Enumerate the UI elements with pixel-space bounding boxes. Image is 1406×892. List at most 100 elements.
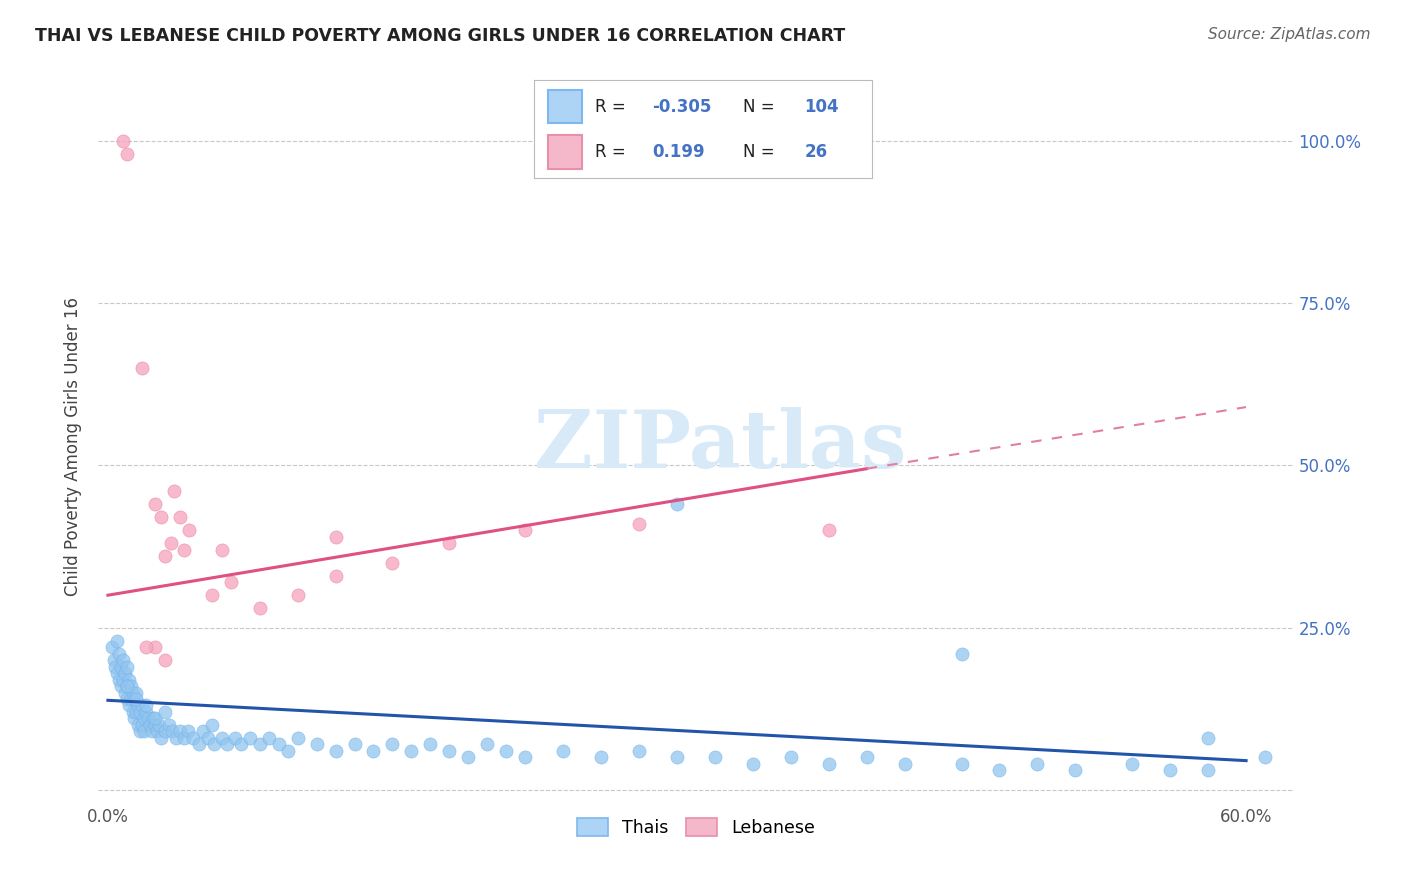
Point <box>267 738 290 752</box>
Point <box>115 692 138 706</box>
Point <box>142 711 165 725</box>
Point <box>173 542 195 557</box>
Point <box>136 711 159 725</box>
Point <box>239 731 262 745</box>
Point <box>115 679 138 693</box>
Point <box>110 659 132 673</box>
Point <box>159 536 181 550</box>
Point <box>211 731 233 745</box>
Point <box>229 738 252 752</box>
Point <box>169 510 191 524</box>
Point <box>741 756 763 771</box>
Point <box>138 718 160 732</box>
Point <box>1121 756 1143 771</box>
Point <box>257 731 280 745</box>
Point <box>628 516 651 531</box>
Point <box>112 673 135 687</box>
Point <box>277 744 299 758</box>
Point <box>343 738 366 752</box>
Text: 26: 26 <box>804 143 827 161</box>
Point <box>855 750 877 764</box>
Point <box>1197 764 1219 778</box>
Text: N =: N = <box>744 143 780 161</box>
Point <box>201 718 224 732</box>
Point <box>125 685 148 699</box>
Point <box>135 705 157 719</box>
Point <box>112 653 135 667</box>
Point <box>135 698 157 713</box>
Point <box>104 659 127 673</box>
Point <box>439 744 461 758</box>
Point <box>1254 750 1277 764</box>
Point <box>120 692 142 706</box>
Point <box>124 692 146 706</box>
Point <box>115 679 138 693</box>
Point <box>135 640 157 654</box>
Point <box>249 601 271 615</box>
Point <box>988 764 1011 778</box>
Point <box>129 724 152 739</box>
Point <box>131 718 153 732</box>
Point <box>950 647 973 661</box>
Point <box>666 750 689 764</box>
Point <box>141 724 163 739</box>
Point <box>173 731 195 745</box>
Point <box>179 524 201 538</box>
Point <box>118 698 141 713</box>
Point <box>127 698 149 713</box>
Point <box>153 705 176 719</box>
Point <box>1159 764 1181 778</box>
Point <box>779 750 801 764</box>
Point <box>457 750 479 764</box>
Point <box>217 738 239 752</box>
FancyBboxPatch shape <box>548 136 582 169</box>
Point <box>197 731 219 745</box>
Point <box>325 530 347 544</box>
Point <box>146 724 169 739</box>
Point <box>105 666 128 681</box>
Point <box>628 744 651 758</box>
Point <box>153 724 176 739</box>
Text: THAI VS LEBANESE CHILD POVERTY AMONG GIRLS UNDER 16 CORRELATION CHART: THAI VS LEBANESE CHILD POVERTY AMONG GIR… <box>35 27 845 45</box>
Point <box>305 738 328 752</box>
Legend: Thais, Lebanese: Thais, Lebanese <box>569 812 823 844</box>
Text: R =: R = <box>595 143 637 161</box>
Point <box>110 679 132 693</box>
Point <box>165 731 187 745</box>
Point <box>112 134 135 148</box>
Point <box>115 147 138 161</box>
Point <box>150 510 173 524</box>
Point <box>666 497 689 511</box>
Point <box>381 556 404 570</box>
Point <box>495 744 517 758</box>
Point <box>153 549 176 564</box>
Point <box>162 724 184 739</box>
Point <box>121 705 143 719</box>
Point <box>817 756 839 771</box>
Point <box>131 698 153 713</box>
Point <box>132 711 155 725</box>
Point <box>515 750 537 764</box>
Point <box>381 738 404 752</box>
Point <box>249 738 271 752</box>
Point <box>143 711 166 725</box>
Point <box>181 731 204 745</box>
Point <box>121 685 143 699</box>
Point <box>163 484 186 499</box>
Point <box>148 718 170 732</box>
Point <box>893 756 915 771</box>
Text: R =: R = <box>595 98 631 116</box>
Point <box>325 568 347 582</box>
Text: -0.305: -0.305 <box>652 98 711 116</box>
Point <box>419 738 441 752</box>
Point <box>124 711 146 725</box>
Point <box>477 738 499 752</box>
Point <box>703 750 725 764</box>
FancyBboxPatch shape <box>548 90 582 123</box>
Text: Source: ZipAtlas.com: Source: ZipAtlas.com <box>1208 27 1371 42</box>
Point <box>553 744 575 758</box>
Text: 0.199: 0.199 <box>652 143 704 161</box>
Text: ZIPatlas: ZIPatlas <box>534 407 905 485</box>
Point <box>1026 756 1049 771</box>
Y-axis label: Child Poverty Among Girls Under 16: Child Poverty Among Girls Under 16 <box>65 296 83 596</box>
